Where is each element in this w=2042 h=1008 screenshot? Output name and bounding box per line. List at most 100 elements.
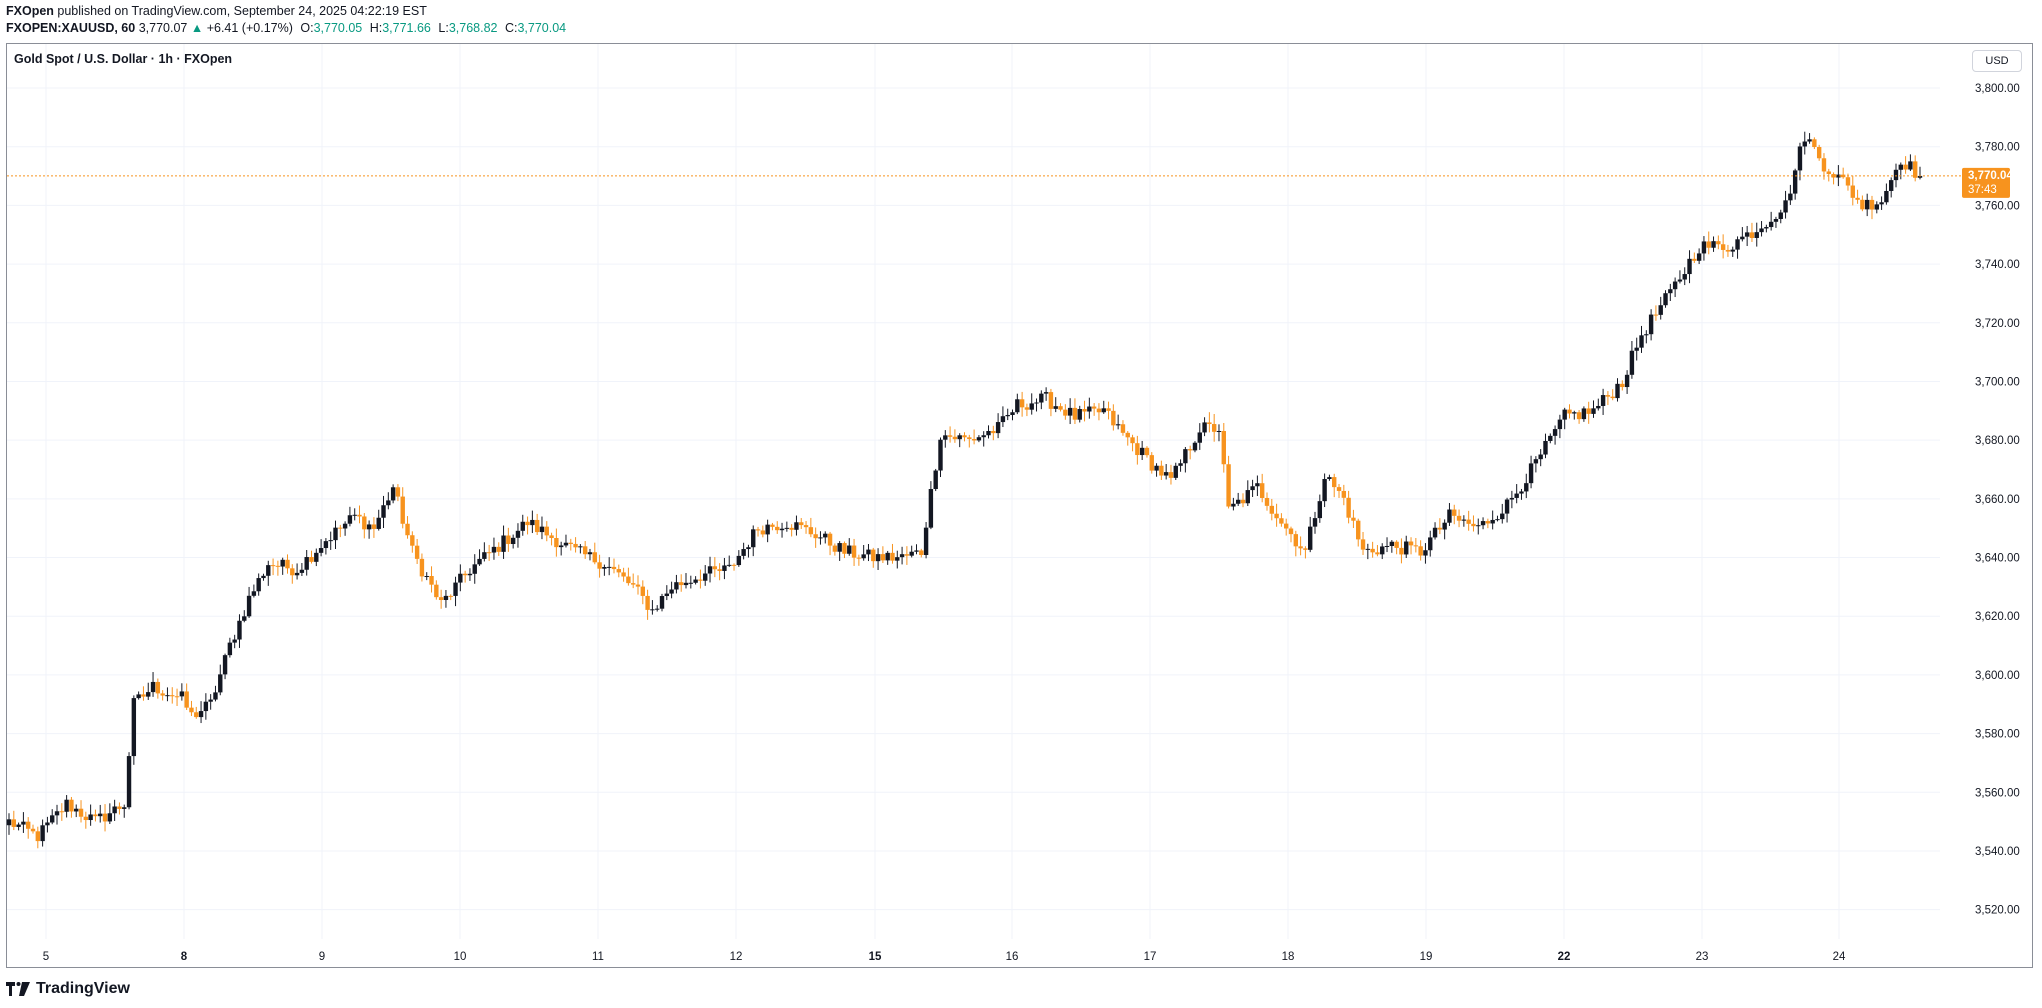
candle-body [1773,219,1779,222]
x-tick-label: 8 [181,951,188,963]
candle-body [626,576,631,584]
candle-body [1807,139,1812,142]
candle-body [755,529,761,531]
x-tick-label: 19 [1420,951,1433,963]
candle-body [861,554,866,559]
candle-body [410,535,415,546]
candle-body [1864,199,1870,210]
candle-body [933,470,938,490]
candle-body [1749,232,1755,238]
candle-body [40,825,45,842]
candle-body [1144,447,1150,456]
candle-body [1058,406,1063,410]
candle-body [486,552,492,554]
candle-body [534,519,540,533]
candle-body [78,808,84,817]
candle-body [198,711,204,718]
candle-body [1629,350,1635,375]
candle-body [1154,465,1159,471]
candle-body [602,567,607,569]
candle-body [1480,521,1486,526]
candle-body [69,799,74,812]
candle-body [1471,523,1476,527]
candle-body [1197,432,1202,443]
candle-body [727,564,732,566]
currency-button[interactable]: USD [1972,50,2022,72]
candle-body [1192,442,1198,451]
candle-body [871,549,876,562]
candle-body [765,524,770,535]
candle-body [1730,249,1735,252]
candle-body [386,500,391,506]
candle-body [1375,552,1380,555]
candle-body [400,496,405,524]
candle-body [971,439,977,441]
candle-body [1370,548,1375,553]
candle-body [1552,429,1558,436]
candle-body [261,575,266,579]
candle-body [290,568,295,576]
candle-body [1043,392,1049,394]
candle-body [275,565,281,567]
candle-body [1677,279,1683,282]
candle-body [266,565,271,576]
candle-body [1898,164,1903,170]
candle-body [251,591,257,596]
candle-body [30,828,36,832]
candle-body [1010,412,1015,415]
candle-body [1874,204,1879,210]
candle-body [1240,499,1246,504]
candle-body [1456,515,1462,521]
candle-body [1351,517,1356,521]
candle-body [482,552,487,559]
x-tick-label: 5 [43,951,49,963]
candle-body [155,681,161,694]
candle-body [1514,493,1519,498]
candle-body [1380,546,1385,555]
change-value: +6.41 (+0.17%) [206,21,293,35]
candle-body [1917,175,1923,178]
candle-body [563,542,569,546]
close-label: C: [504,21,518,35]
candle-body [141,694,146,697]
candle-body [1082,409,1087,412]
candle-body [991,430,996,434]
candle-body [122,807,127,809]
y-tick-label: 3,720.00 [1975,318,2020,330]
candle-body [1788,193,1793,201]
candle-body [693,579,698,583]
candle-body [1836,174,1841,178]
candle-body [751,529,756,548]
candle-body [1039,393,1044,403]
candle-body [304,557,309,570]
candle-body [477,558,482,565]
y-tick-label: 3,800.00 [1975,83,2020,95]
candle-body [390,487,396,501]
candle-body [1754,232,1759,238]
candle-body [635,584,641,587]
candle-body [189,707,194,713]
candle-body [35,831,41,842]
candle-body [1341,490,1347,498]
y-tick-label: 3,640.00 [1975,553,2020,565]
candle-body [1034,402,1039,404]
candle-body [347,515,353,524]
candle-body [232,639,237,643]
candle-body [1692,258,1697,261]
candle-body [472,564,477,574]
candle-body [611,566,617,570]
candle-body [895,557,900,561]
candle-body [1557,419,1563,430]
candle-body [1912,161,1918,178]
candle-body [45,822,50,826]
candle-body [1600,395,1606,406]
candle-body [1528,463,1534,484]
candle-body [323,541,329,549]
candle-body [1447,509,1452,523]
candle-body [1336,487,1342,491]
candle-body [462,573,468,576]
candle-body [1428,537,1433,551]
candle-body [1216,431,1222,433]
candle-body [366,524,372,530]
